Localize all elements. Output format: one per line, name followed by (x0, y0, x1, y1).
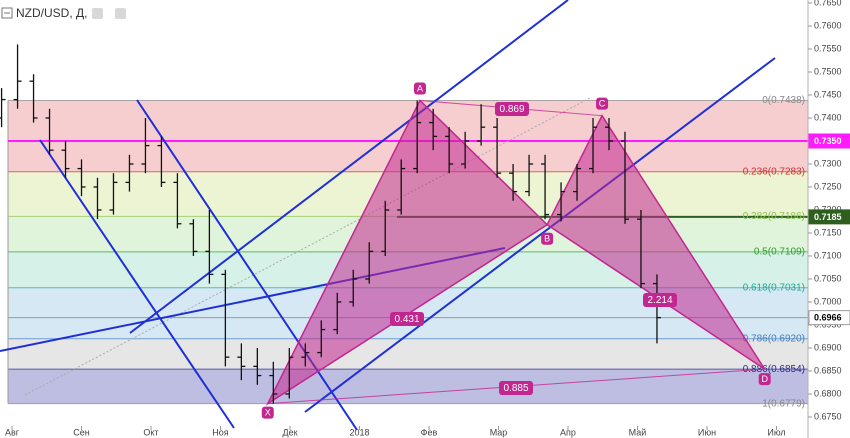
fib-zone (8, 338, 808, 370)
pattern-point-label: C (599, 99, 606, 109)
ratio-label: 2.214 (647, 295, 672, 306)
chart-front: 0(0.7438) 0.236(0.7283) 0.382(0.7186) 0.5(0… (0, 44, 805, 419)
trend-lines (0, 0, 776, 431)
y-tick-label: 0.6750 (814, 411, 842, 421)
x-tick-label: Июл (767, 427, 785, 437)
fib-level-label: 0.886(0.6854) (743, 364, 805, 375)
y-tick-label: 0.7200 (814, 204, 842, 214)
x-tick-label: Апр (560, 427, 576, 437)
ratio-label: 0.869 (499, 104, 524, 115)
x-tick-label: Фев (421, 427, 438, 437)
fib-level-label: 0.5(0.7109) (754, 246, 805, 257)
axes: 0.7650 0.7600 0.7550 0.7500 0.7450 0.7400 0.73… (5, 0, 850, 437)
ratio-label: 0.431 (394, 314, 419, 325)
fib-level-label: 0(0.7438) (762, 95, 805, 106)
price-tag-label: 0.7350 (814, 136, 842, 146)
visibility-button[interactable] (92, 8, 103, 19)
y-tick-label: 0.7650 (814, 0, 842, 7)
pattern-point (596, 97, 609, 110)
price-tag (808, 209, 850, 225)
price-tag-label: 0.7185 (814, 212, 842, 222)
pattern-point (541, 232, 554, 245)
ratio-label: 0.885 (503, 383, 528, 394)
x-tick-label: Дек (282, 427, 297, 437)
x-tick-label: Ноя (212, 427, 229, 437)
y-tick-label: 0.7550 (814, 43, 842, 53)
channel-lower-line (304, 57, 776, 413)
y-tick-label: 0.7300 (814, 158, 842, 168)
x-tick-label: Июн (698, 427, 716, 437)
ratio-badge (643, 293, 677, 307)
collapse-icon[interactable] (1, 7, 13, 19)
x-tick-label: Май (629, 427, 647, 437)
ratio-badge (495, 102, 529, 116)
x-tick-label: Окт (143, 427, 158, 437)
y-tick-label: 0.6850 (814, 365, 842, 375)
y-tick-label: 0.7100 (814, 250, 842, 260)
fib-level-label: 0.786(0.6920) (743, 333, 805, 344)
descending-line (136, 99, 358, 431)
x-tick-label: Сен (73, 427, 90, 437)
channel-upper-line (129, 0, 569, 334)
fib-level-label: 1(0.6779) (762, 398, 805, 409)
price-tag (808, 310, 850, 326)
fib-level-label: 0.382(0.7186) (743, 211, 805, 222)
y-tick-label: 0.7600 (814, 20, 842, 30)
x-tick-label: Мар (490, 427, 508, 437)
y-tick-label: 0.7450 (814, 89, 842, 99)
pattern-point (413, 82, 426, 95)
y-tick-label: 0.7000 (814, 296, 842, 306)
price-tag (808, 133, 850, 149)
y-tick-label: 0.7400 (814, 112, 842, 122)
descending-line (39, 139, 235, 429)
pattern-point (758, 373, 771, 386)
y-tick-label: 0.6800 (814, 388, 842, 398)
y-tick-label: 0.7050 (814, 273, 842, 283)
ratio-badge (499, 381, 533, 395)
fib-level-label: 0.236(0.7283) (743, 166, 805, 177)
fib-level-label: 0.618(0.7031) (743, 282, 805, 293)
header: NZD/USD, Д, (1, 6, 126, 20)
y-tick-label: 0.7150 (814, 227, 842, 237)
y-tick-label: 0.7250 (814, 181, 842, 191)
pattern-point-label: D (761, 374, 768, 384)
y-tick-label: 0.6900 (814, 342, 842, 352)
x-tick-label: 2018 (349, 427, 369, 437)
chart-title: NZD/USD, Д, (16, 6, 87, 20)
pattern-point-label: A (417, 83, 423, 93)
pattern-point-label: B (544, 234, 550, 244)
x-tick-label: Авг (5, 427, 20, 437)
settings-button[interactable] (115, 8, 126, 19)
ratio-badge (390, 312, 424, 326)
y-tick-label: 0.7500 (814, 66, 842, 76)
pattern-point-label: X (265, 408, 271, 418)
pattern-point (261, 406, 274, 419)
price-tag-label: 0.6966 (814, 312, 842, 322)
